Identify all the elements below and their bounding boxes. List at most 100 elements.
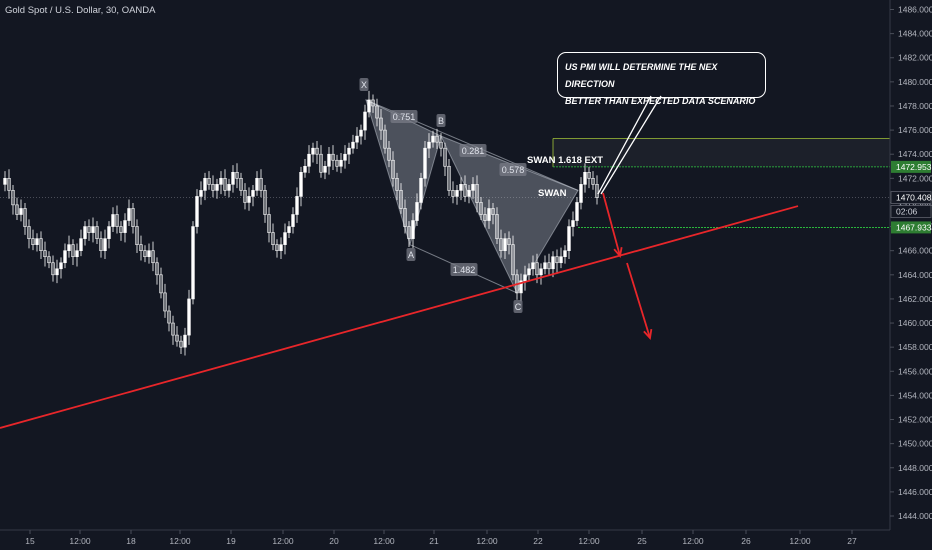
candle-body bbox=[323, 165, 327, 173]
price-tick-label: 1460.000 bbox=[898, 318, 932, 328]
candle-body bbox=[111, 214, 115, 227]
time-tick-label: 27 bbox=[847, 536, 857, 546]
callout-pointer-2 bbox=[600, 95, 662, 195]
candle-body bbox=[491, 208, 495, 215]
candle-body bbox=[251, 190, 255, 197]
candle-body bbox=[519, 280, 523, 294]
candle-body bbox=[331, 153, 335, 161]
time-tick-label: 12:00 bbox=[373, 536, 395, 546]
price-tag-label: 1467.933 bbox=[896, 222, 932, 232]
candle-body bbox=[455, 190, 459, 197]
candle-body bbox=[591, 178, 595, 185]
candle-body bbox=[387, 147, 391, 161]
projection-arrow-2-head bbox=[643, 328, 653, 340]
candle-body bbox=[171, 322, 175, 336]
price-tick-label: 1454.000 bbox=[898, 390, 932, 400]
point-label-a: A bbox=[408, 250, 414, 260]
candle-body bbox=[471, 184, 475, 191]
ratio-label-xb-bg bbox=[390, 110, 418, 123]
candle-body bbox=[307, 153, 311, 167]
candle-body bbox=[347, 147, 351, 155]
candle-body bbox=[391, 159, 395, 179]
time-tick-label: 12:00 bbox=[578, 536, 600, 546]
candle-body bbox=[539, 268, 543, 276]
candle-body bbox=[195, 196, 199, 227]
candle-body bbox=[7, 178, 11, 191]
point-label-x: X bbox=[361, 80, 367, 90]
time-tick-label: 12:00 bbox=[169, 536, 191, 546]
candle-body bbox=[583, 172, 587, 185]
candle-body bbox=[571, 220, 575, 227]
candle-body bbox=[11, 190, 15, 206]
candle-body bbox=[315, 147, 319, 155]
candle-body bbox=[439, 141, 443, 149]
point-label-a-bg bbox=[406, 248, 416, 261]
price-tick-label: 1448.000 bbox=[898, 463, 932, 473]
ratio-label-bd-bg bbox=[499, 163, 527, 176]
time-axis[interactable]: 15 12:00 18 12:00 19 12:00 20 12:00 21 12:00 22 12:… bbox=[0, 529, 890, 546]
candle-body bbox=[503, 238, 507, 251]
candle-body bbox=[235, 172, 239, 179]
candle-body bbox=[563, 250, 567, 258]
candle-body bbox=[187, 298, 191, 336]
price-tick-label: 1472.000 bbox=[898, 173, 932, 183]
candle-body bbox=[183, 334, 187, 348]
price-axis[interactable]: 1444.000 1446.000 1448.000 1450.000 1452.000… bbox=[889, 0, 932, 530]
price-tick-label: 1466.000 bbox=[898, 246, 932, 256]
candle-body bbox=[483, 214, 487, 221]
candle-body bbox=[311, 147, 315, 155]
candle-body bbox=[83, 226, 87, 239]
candle-body bbox=[275, 244, 279, 251]
time-tick-label: 22 bbox=[533, 536, 543, 546]
candle-body bbox=[231, 172, 235, 185]
candle-body bbox=[39, 238, 43, 251]
candlestick-series bbox=[3, 90, 599, 356]
swan-ext-label: SWAN 1.618 EXT bbox=[527, 155, 603, 166]
chart-title: Gold Spot / U.S. Dollar, 30, OANDA bbox=[5, 5, 156, 16]
time-tick-label: 25 bbox=[637, 536, 647, 546]
candle-body bbox=[555, 256, 559, 264]
candle-body bbox=[143, 250, 147, 258]
price-tick-label: 1482.000 bbox=[898, 53, 932, 63]
ratio-label-ac-bg bbox=[459, 144, 487, 157]
candle-body bbox=[279, 244, 283, 251]
candle-body bbox=[371, 99, 375, 107]
candle-body bbox=[283, 232, 287, 245]
candle-body bbox=[335, 159, 339, 167]
candle-body bbox=[423, 147, 427, 179]
candle-body bbox=[543, 262, 547, 270]
candle-body bbox=[135, 226, 139, 245]
candle-body bbox=[535, 262, 539, 276]
candle-body bbox=[395, 178, 399, 191]
candle-body bbox=[15, 204, 19, 215]
candle-body bbox=[511, 244, 515, 276]
candle-body bbox=[159, 274, 163, 294]
price-tag-label: 1470.408 bbox=[896, 193, 932, 203]
candle-body bbox=[43, 250, 47, 258]
price-tick-label: 1478.000 bbox=[898, 101, 932, 111]
callout-line-2: BETTER THAN EXPECTED DATA SCENARIO bbox=[565, 96, 756, 106]
point-label-x-bg bbox=[359, 78, 369, 91]
candle-body bbox=[359, 129, 363, 137]
candle-body bbox=[419, 178, 423, 203]
price-tag-bg bbox=[890, 191, 932, 204]
candle-body bbox=[287, 226, 291, 233]
zone-fill bbox=[553, 138, 890, 167]
candle-body bbox=[103, 238, 107, 251]
price-tick-label: 1480.000 bbox=[898, 77, 932, 87]
projection-arrow-1-head bbox=[613, 246, 623, 258]
candle-body bbox=[479, 202, 483, 215]
ratio-label-ac-ext-bg bbox=[450, 263, 478, 276]
price-tick-label: 1456.000 bbox=[898, 366, 932, 376]
price-tag-label: 02:06 bbox=[896, 207, 918, 217]
point-label-b: B bbox=[438, 116, 444, 126]
ratio-label-ac: 0.281 bbox=[462, 146, 485, 156]
candle-body bbox=[75, 250, 79, 258]
candle-body bbox=[263, 190, 267, 215]
candle-body bbox=[95, 226, 99, 239]
candle-body bbox=[139, 244, 143, 251]
candle-body bbox=[523, 274, 527, 282]
candle-body bbox=[247, 196, 251, 203]
point-label-b-bg bbox=[436, 114, 446, 127]
